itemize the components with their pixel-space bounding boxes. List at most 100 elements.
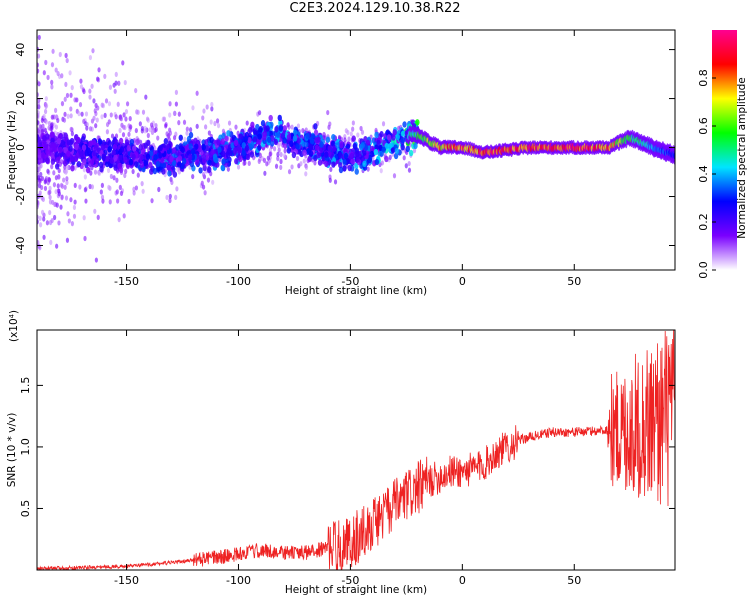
spectral-blob (193, 137, 198, 145)
spectral-noise (54, 189, 58, 195)
spectral-blob (316, 151, 321, 159)
spectral-noise (150, 198, 154, 204)
spectral-noise (44, 96, 48, 102)
spectral-noise (84, 198, 88, 204)
spectral-blob (100, 144, 106, 151)
spectral-blob (118, 154, 123, 161)
spectral-noise (69, 113, 73, 119)
spectral-noise (57, 168, 61, 174)
spectral-noise (328, 177, 332, 183)
spectral-blob (338, 166, 344, 174)
spectral-blob (238, 146, 243, 153)
spectral-blob (295, 143, 300, 150)
spectral-blob (374, 131, 379, 139)
spectral-noise (85, 125, 89, 131)
spectral-noise (48, 209, 52, 216)
spectral-noise (210, 101, 214, 108)
spectral-noise (50, 164, 54, 170)
y-tick-label-bottom: 0.5 (19, 500, 32, 518)
y-tick-label-top: -40 (14, 237, 27, 255)
spectral-blob (45, 157, 50, 164)
spectral-blob (54, 151, 60, 158)
spectral-blob (283, 142, 288, 149)
spectral-noise (97, 170, 101, 177)
spectral-noise (134, 87, 138, 94)
spectral-blob (354, 168, 359, 175)
spectral-noise (52, 182, 57, 188)
spectral-blob (165, 143, 170, 151)
spectral-blob (274, 126, 279, 133)
spectral-noise (283, 148, 287, 154)
spectral-noise (124, 168, 128, 174)
spectral-blob (152, 167, 158, 175)
spectral-noise (60, 195, 64, 201)
spectral-blob (234, 158, 239, 165)
spectral-noise (93, 108, 97, 114)
spectral-noise (207, 130, 211, 136)
spectral-blob (94, 157, 100, 164)
spectral-noise (47, 125, 51, 131)
spectral-blob (394, 147, 400, 155)
spectral-noise (91, 48, 95, 54)
spectral-blob (50, 158, 56, 165)
spectral-blob (42, 135, 47, 142)
spectral-noise (38, 245, 42, 251)
spectral-blob (352, 142, 358, 150)
spectral-noise (56, 183, 60, 189)
spectral-blob (317, 159, 323, 166)
spectral-noise (140, 181, 144, 187)
spectral-noise (65, 57, 69, 64)
spectral-blob (76, 160, 82, 168)
spectral-blob (155, 161, 161, 168)
spectral-blob (43, 141, 49, 149)
spectral-noise (168, 101, 172, 107)
spectral-blob (325, 136, 331, 143)
spectral-noise (68, 70, 72, 76)
spectral-noise (37, 175, 41, 181)
spectral-blob (171, 159, 177, 167)
spectral-noise (72, 204, 77, 211)
spectral-blob (302, 149, 307, 156)
spectral-noise (42, 70, 46, 76)
spectral-noise (69, 126, 73, 132)
spectral-blob (68, 145, 73, 152)
x-axis-label-top: Height of straight line (km) (285, 285, 427, 297)
spectral-blob (132, 145, 137, 152)
spectral-noise (381, 121, 386, 127)
spectral-blob (49, 131, 55, 138)
spectral-blob (313, 129, 319, 136)
spectral-blob (70, 155, 75, 163)
spectral-blob (89, 158, 95, 165)
spectral-noise (154, 122, 158, 129)
spectral-noise (140, 125, 144, 132)
spectral-noise (134, 185, 139, 191)
spectral-blob (241, 149, 246, 156)
spectral-noise (37, 53, 41, 59)
spectral-blob (188, 131, 194, 139)
spectral-blob (343, 152, 349, 160)
spectral-noise (245, 120, 249, 126)
spectral-noise (100, 102, 104, 108)
spectral-blob (373, 148, 379, 156)
spectral-noise (374, 127, 378, 133)
y-tick-label-bottom: 1.0 (19, 438, 32, 456)
spectral-noise (359, 125, 363, 132)
spectral-noise (185, 126, 189, 132)
spectral-noise (290, 164, 294, 170)
spectral-blob (126, 145, 131, 152)
spectral-noise (191, 105, 195, 111)
spectral-noise (157, 186, 161, 193)
spectral-blob (139, 161, 145, 169)
spectral-noise (88, 94, 92, 100)
spectral-blob (369, 145, 375, 153)
spectral-noise (243, 160, 247, 166)
spectral-noise (38, 190, 42, 196)
spectral-noise (136, 109, 140, 115)
spectral-blob (88, 140, 93, 147)
spectral-blob (119, 146, 125, 153)
spectral-noise (57, 174, 61, 180)
spectral-blob (197, 145, 202, 153)
spectral-noise (90, 184, 95, 190)
spectral-blob (160, 157, 165, 164)
